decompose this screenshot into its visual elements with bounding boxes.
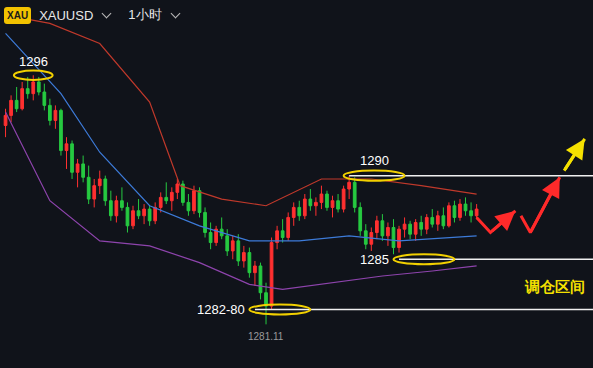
- html-text:1小时: 1小时: [128, 7, 162, 22]
- html-text:XAU: XAU: [7, 9, 29, 21]
- svg-text:1296: 1296: [19, 54, 48, 69]
- svg-text:1281.11: 1281.11: [248, 331, 284, 342]
- svg-text:1290: 1290: [360, 153, 389, 168]
- svg-text:1282-80: 1282-80: [197, 302, 245, 317]
- svg-text:1285: 1285: [360, 252, 389, 267]
- html-text:XAUUSD: XAUUSD: [39, 7, 94, 23]
- svg-text:调仓区间: 调仓区间: [524, 278, 585, 295]
